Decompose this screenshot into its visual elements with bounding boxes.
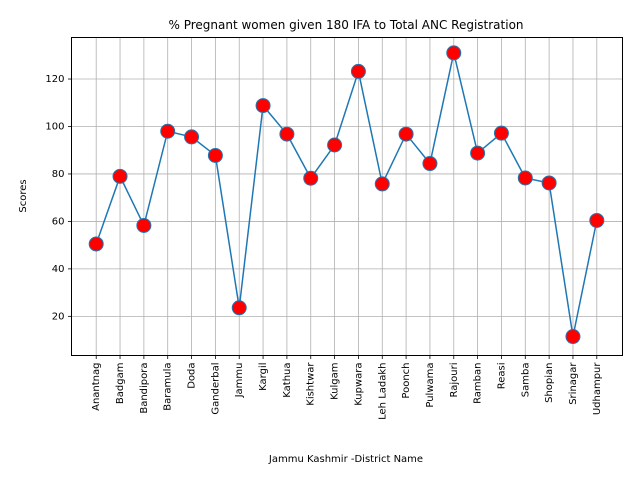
data-point [303,170,319,186]
y-axis-label: Scores [18,179,29,212]
y-tick-label: 120 [45,74,64,85]
x-tick-label: Udhampur [592,362,603,416]
x-tick-label: Badgam [115,363,126,405]
x-tick-label: Bandipora [139,363,150,414]
x-axis-label: Jammu Kashmir -District Name [268,454,423,465]
x-axis: Anantnag Badgam Bandipora Baramula Doda Gande… [91,355,603,420]
series-line-group [88,45,605,345]
data-point [184,129,200,145]
data-point [279,126,295,142]
data-point [493,125,509,141]
x-tick-label: Kulgam [330,363,341,400]
x-tick-label: Reasi [496,363,507,390]
data-point [327,137,343,153]
data-point [255,98,271,114]
data-point [589,212,605,228]
x-tick-label: Shopian [544,363,555,403]
data-point [470,145,486,161]
data-point [517,170,533,186]
x-tick-label: Kishtwar [306,362,317,406]
x-tick-label: Anantnag [91,363,102,411]
x-tick-label: Pulwama [425,363,436,408]
data-point [446,45,462,61]
data-point [231,300,247,316]
data-point [112,168,128,184]
x-tick-label: Kupwara [353,363,364,406]
y-tick-label: 80 [52,169,65,180]
x-tick-label: Kargil [258,363,269,391]
data-point [398,126,414,142]
x-tick-label: Ganderbal [210,363,221,415]
x-tick-label: Samba [520,363,531,398]
data-point [422,156,438,172]
series-line [95,52,598,337]
data-point [350,63,366,79]
x-tick-label: Leh Ladakh [377,363,388,420]
plot-frame [71,37,623,356]
x-tick-label: Jammu [234,363,245,399]
y-tick-label: 100 [45,121,64,132]
x-tick-label: Rajouri [449,363,460,398]
y-tick-label: 20 [52,311,65,322]
x-tick-label: Doda [187,363,198,389]
x-tick-label: Ramban [473,363,484,404]
y-tick-label: 40 [52,264,65,275]
x-tick-label: Srinagar [568,362,579,405]
y-tick-label: 60 [52,216,65,227]
x-tick-label: Poonch [401,363,412,399]
data-point [160,123,176,139]
data-point [565,329,581,345]
data-point [374,176,390,192]
x-tick-label: Baramula [163,363,174,411]
grid [71,37,623,356]
x-tick-label: Kathua [282,363,293,398]
data-point [136,217,152,233]
data-point [88,236,104,252]
y-axis: 20 40 60 80 100 120 [45,74,72,322]
data-point [207,147,223,163]
chart-title: % Pregnant women given 180 IFA to Total … [168,18,523,32]
data-point [541,175,557,191]
